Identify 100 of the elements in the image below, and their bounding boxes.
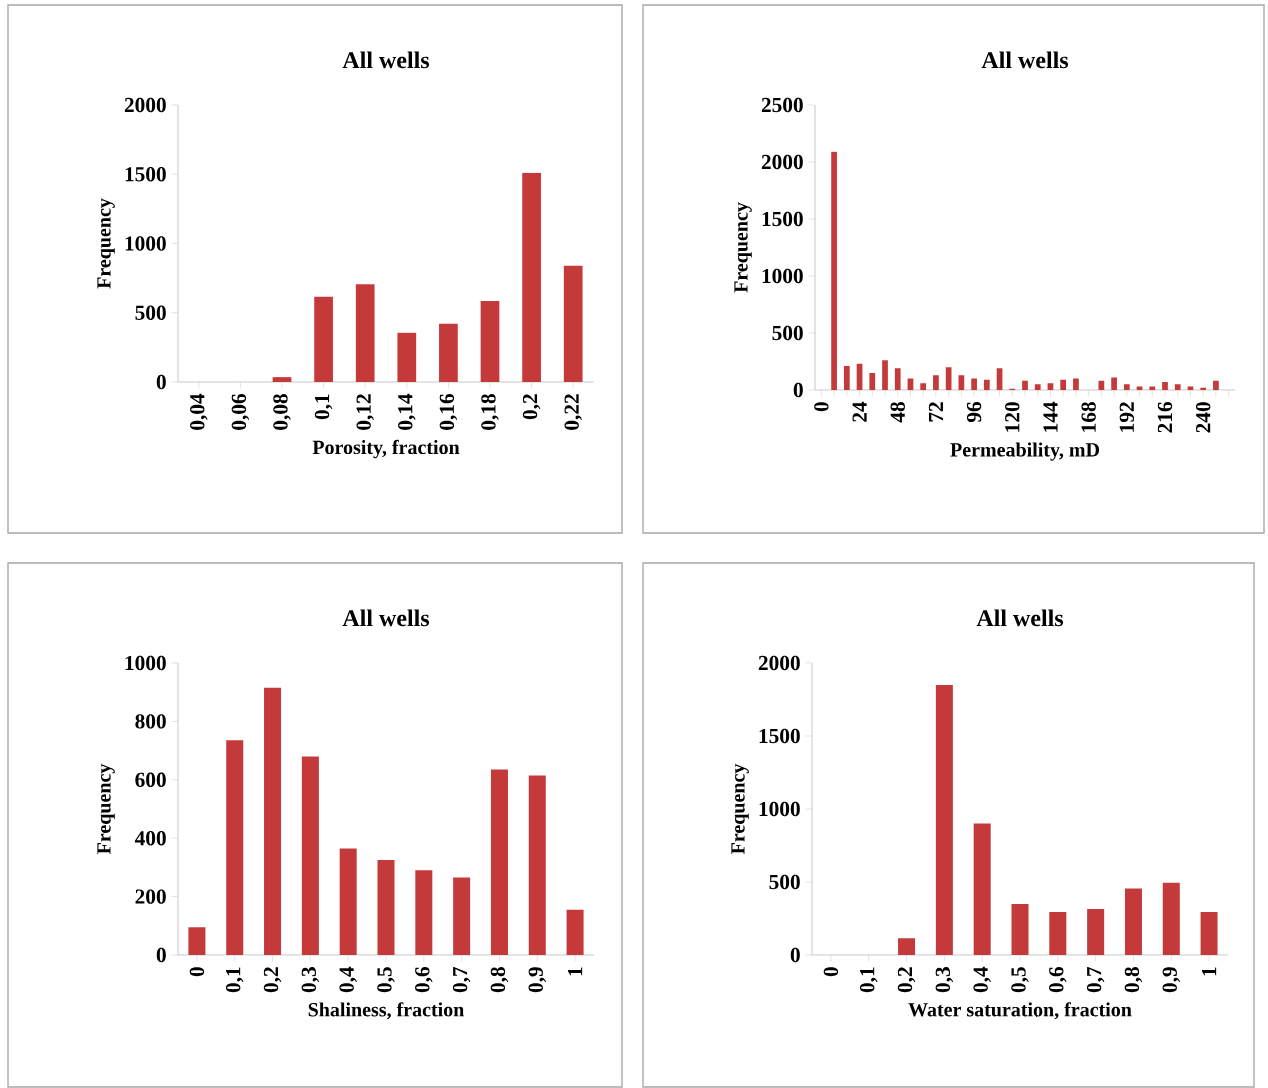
bar — [339, 848, 357, 955]
x-tick-label: 0,3 — [301, 967, 320, 993]
bar — [935, 684, 953, 955]
y-tick-label: 1500 — [125, 167, 166, 182]
x-tick-label: 0,4 — [339, 966, 357, 993]
y-tick-label: 2000 — [124, 97, 166, 113]
y-tick-label: 600 — [135, 772, 166, 787]
bar — [1174, 384, 1181, 390]
y-tick-label: 800 — [135, 714, 166, 729]
x-tick-label: 0,5 — [1011, 967, 1029, 993]
x-axis-title: Permeability, mD — [950, 442, 1100, 461]
y-tick-label: 1000 — [125, 655, 166, 671]
x-tick-label: 48 — [890, 402, 905, 423]
bar — [453, 877, 471, 955]
y-axis-title: Frequency — [97, 198, 115, 289]
y-tick-label: 0 — [156, 947, 166, 963]
bar — [973, 823, 991, 955]
x-tick-label: 0,12 — [356, 394, 374, 430]
x-tick-label: 0,6 — [1049, 966, 1067, 993]
x-tick-label: 24 — [852, 401, 867, 422]
bar — [920, 383, 927, 390]
bar — [188, 927, 206, 955]
bar — [831, 151, 837, 390]
bar — [397, 332, 417, 382]
y-tick-label: 1500 — [762, 211, 803, 227]
y-tick-label: 500 — [772, 325, 803, 341]
bar — [843, 366, 850, 390]
bar — [490, 769, 508, 955]
x-tick-label: 0,1 — [860, 967, 878, 993]
bar — [933, 375, 939, 390]
x-tick-label: 0,2 — [897, 967, 916, 993]
bar — [882, 360, 888, 390]
bar — [522, 172, 541, 382]
x-tick-label: 0,2 — [522, 394, 541, 420]
x-tick-label: 0,6 — [415, 966, 433, 993]
x-tick-label: 0,22 — [564, 394, 582, 430]
bar — [983, 379, 990, 390]
y-tick-label: 0 — [156, 374, 166, 390]
bar — [1111, 377, 1117, 390]
x-tick-label: 0,5 — [377, 967, 395, 993]
x-tick-label: 0,4 — [973, 966, 991, 993]
y-axis-title: Frequency — [97, 763, 115, 855]
bar — [264, 687, 282, 955]
x-tick-label: 0,7 — [452, 966, 471, 993]
x-tick-label: 144 — [1043, 401, 1058, 432]
bar — [1022, 380, 1028, 390]
bar — [272, 377, 292, 382]
bar — [894, 368, 901, 390]
y-tick-label: 400 — [134, 831, 166, 846]
x-tick-label: 0,14 — [398, 393, 416, 430]
x-tick-label: 120 — [1005, 402, 1020, 432]
x-tick-label: 0,7 — [1086, 966, 1105, 993]
x-tick-label: 240 — [1196, 402, 1211, 433]
bar — [226, 740, 244, 955]
x-tick-label: 216 — [1157, 401, 1173, 433]
bar — [1200, 387, 1207, 390]
chart-title: All wells — [342, 51, 430, 69]
bar — [355, 284, 375, 382]
bar — [1124, 888, 1142, 955]
bar — [314, 296, 333, 382]
bar — [415, 870, 433, 955]
x-tick-label: 0 — [814, 402, 829, 412]
bar — [945, 367, 952, 390]
x-axis-title: Water saturation, fraction — [908, 1002, 1132, 1020]
bar — [480, 300, 500, 382]
y-tick-label: 1500 — [759, 728, 800, 744]
chart-title: All wells — [342, 609, 430, 627]
y-tick-label: 0 — [793, 382, 803, 398]
x-tick-label: 72 — [928, 402, 943, 422]
y-tick-label: 2000 — [758, 655, 800, 671]
y-tick-label: 0 — [790, 947, 800, 963]
x-tick-label: 0,1 — [314, 394, 333, 420]
bar — [1034, 384, 1041, 390]
y-tick-label: 2500 — [761, 97, 803, 113]
bar — [1011, 903, 1029, 955]
x-tick-label: 96 — [966, 401, 982, 423]
bar — [1213, 380, 1219, 390]
bar — [869, 372, 876, 390]
bar — [377, 860, 395, 955]
bar — [898, 938, 916, 955]
x-tick-label: 0,04 — [190, 393, 208, 430]
x-tick-label: 0,9 — [528, 967, 547, 993]
x-tick-label: 0,2 — [263, 967, 282, 993]
bar — [1087, 908, 1105, 955]
bar — [566, 909, 584, 955]
y-tick-label: 2000 — [761, 154, 803, 170]
bar — [1123, 384, 1130, 390]
x-tick-label: 0,18 — [481, 394, 499, 430]
bar — [563, 265, 583, 382]
bar — [301, 756, 319, 955]
bar — [1073, 378, 1079, 390]
y-axis-title: Frequency — [731, 763, 749, 855]
bar — [528, 775, 546, 955]
y-axis-title: Frequency — [734, 202, 752, 293]
bar — [1047, 383, 1054, 390]
bar — [1200, 911, 1218, 955]
bar — [1060, 379, 1067, 390]
x-tick-label: 0,8 — [490, 967, 509, 993]
bar — [1049, 911, 1067, 955]
x-tick-label: 0,3 — [935, 967, 954, 993]
